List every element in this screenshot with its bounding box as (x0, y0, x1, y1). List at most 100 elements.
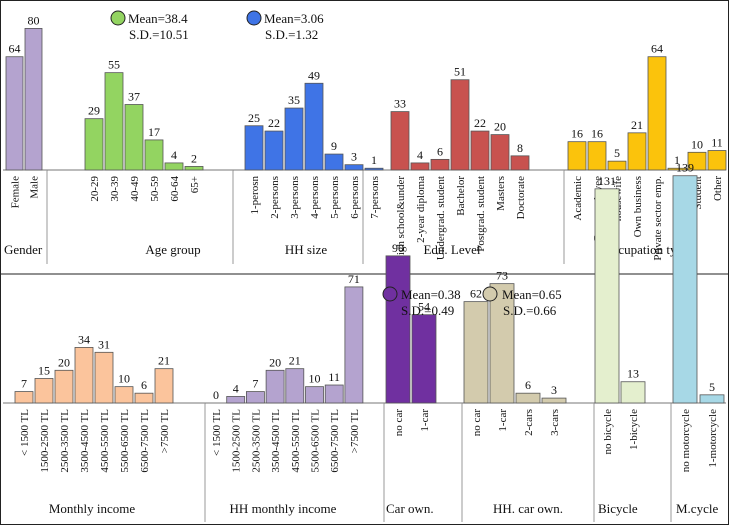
bar-occupation-type-6 (687, 151, 707, 171)
value-label: 9 (331, 139, 337, 153)
panel-title: Bicycle (598, 501, 638, 516)
category-label: 30-39 (109, 176, 121, 202)
legend-mean: Mean=0.65 (502, 287, 562, 302)
bar-car-own-0 (385, 255, 411, 404)
bar-edu-level-4 (470, 130, 490, 171)
category-label: Private sector emp. (652, 176, 664, 261)
bar-bicycle-1 (620, 381, 646, 404)
bar-age-group-2 (124, 104, 144, 171)
category-label: 5-persons (329, 176, 341, 219)
bar-m-cycle-0 (672, 175, 698, 404)
category-label: 1500-2500 TL (39, 409, 51, 473)
legend-mean: Mean=0.38 (401, 287, 461, 302)
bar-age-group-1 (104, 72, 124, 171)
category-label: 20-29 (89, 176, 101, 202)
bar-hh-monthly-income-6 (324, 384, 344, 404)
panel-title: M.cycle (676, 501, 718, 516)
panel-title: Monthly income (49, 501, 136, 516)
legend-swatch (110, 10, 126, 26)
category-label: Own business (632, 176, 644, 237)
panel-bicycle: 131 no bicycle 13 1-bicycle Bicycle (594, 174, 646, 516)
value-label: 73 (496, 269, 508, 283)
panel-gender: 64 Female 80 Male Gender (4, 13, 43, 257)
legend-sd: S.D.=0.66 (503, 303, 557, 318)
bar-age-group-0 (84, 118, 104, 171)
value-label: 6 (141, 378, 147, 392)
bar-monthly-income-3 (74, 347, 94, 404)
value-label: 6 (525, 378, 531, 392)
bar-hh-car-own-3 (541, 397, 567, 404)
value-label: 6 (437, 144, 443, 158)
category-label: 2500-3500 TL (59, 409, 71, 473)
category-label: 65+ (189, 176, 201, 193)
legend-mean: Mean=3.06 (264, 11, 324, 26)
value-label: 4 (171, 148, 177, 162)
value-label: 16 (591, 127, 603, 141)
value-label: 1 (674, 153, 680, 167)
category-label: 2-year diploma (415, 176, 427, 243)
bar-hh-size-4 (324, 153, 344, 171)
legend-swatch (482, 286, 498, 302)
value-label: 10 (118, 372, 130, 386)
value-label: 4 (417, 148, 423, 162)
value-label: 49 (308, 68, 320, 82)
value-label: 20 (58, 355, 70, 369)
category-label: < 1500 TL (211, 409, 223, 456)
value-label: 21 (631, 118, 643, 132)
panel-title: HH. car own. (493, 501, 563, 516)
category-label: 6500-7500 TL (139, 409, 151, 473)
bar-monthly-income-5 (114, 386, 134, 404)
value-label: 8 (517, 141, 523, 155)
category-label: 40-49 (129, 176, 141, 202)
bar-monthly-income-6 (134, 392, 154, 404)
category-label: Bachelor (455, 176, 467, 216)
category-label: Undergrad. student (435, 176, 447, 260)
bar-edu-level-3 (450, 79, 470, 171)
category-label: 4-persons (309, 176, 321, 219)
value-label: 90 (392, 241, 404, 255)
category-label: Female (10, 176, 22, 208)
value-label: 25 (248, 111, 260, 125)
value-label: 20 (494, 120, 506, 134)
category-label: 60-64 (169, 176, 181, 202)
bar-m-cycle-1 (699, 394, 725, 404)
category-label: 2-cars (523, 409, 535, 436)
value-label: 37 (128, 90, 140, 104)
panel-hh-monthly-income: 0 < 1500 TL 4 1500-2500 TL 7 2500-3500 TL 20 35… (211, 272, 364, 516)
value-label: 21 (289, 354, 301, 368)
bar-gender-1 (24, 27, 43, 171)
panel-occupation-type: 16Academic16Gov. employee5housewife21Own… (567, 42, 727, 261)
bar-age-group-5 (184, 166, 204, 171)
category-label: 3500-4500 TL (270, 409, 282, 473)
category-label: 2-persons (269, 176, 281, 219)
bar-monthly-income-7 (154, 368, 174, 404)
value-label: 64 (9, 42, 21, 56)
value-label: 11 (328, 370, 340, 384)
bar-hh-monthly-income-3 (265, 369, 285, 404)
panel-hh-car-own: 62 no car 73 1-car 6 2-cars 3 3-cars HH. car own… (463, 269, 567, 516)
value-label: 54 (418, 300, 430, 314)
bar-occupation-type-7 (707, 150, 727, 171)
panel-car-own: 90 no car 54 1-car Car own. Mean=0.38S.D.=0.4… (382, 241, 461, 516)
value-label: 35 (288, 93, 300, 107)
value-label: 3 (351, 150, 357, 164)
legend-swatch (246, 10, 262, 26)
value-label: 5 (614, 146, 620, 160)
value-label: 22 (268, 116, 280, 130)
value-label: 22 (474, 116, 486, 130)
category-label: >7500 TL (159, 409, 171, 453)
category-label: 1500-2500 TL (231, 409, 243, 473)
value-label: 131 (598, 174, 616, 188)
category-label: no bicycle (602, 409, 614, 455)
category-label: 7-persons (369, 176, 381, 219)
bar-hh-car-own-0 (463, 301, 489, 404)
bar-hh-size-6 (364, 167, 384, 171)
bar-hh-monthly-income-7 (344, 286, 364, 404)
value-label: 16 (571, 127, 583, 141)
legend-swatch (382, 286, 398, 302)
bar-edu-level-0 (390, 111, 410, 171)
value-label: 139 (676, 161, 694, 175)
legend-mean: Mean=38.4 (128, 11, 188, 26)
bar-gender-0 (5, 56, 24, 171)
